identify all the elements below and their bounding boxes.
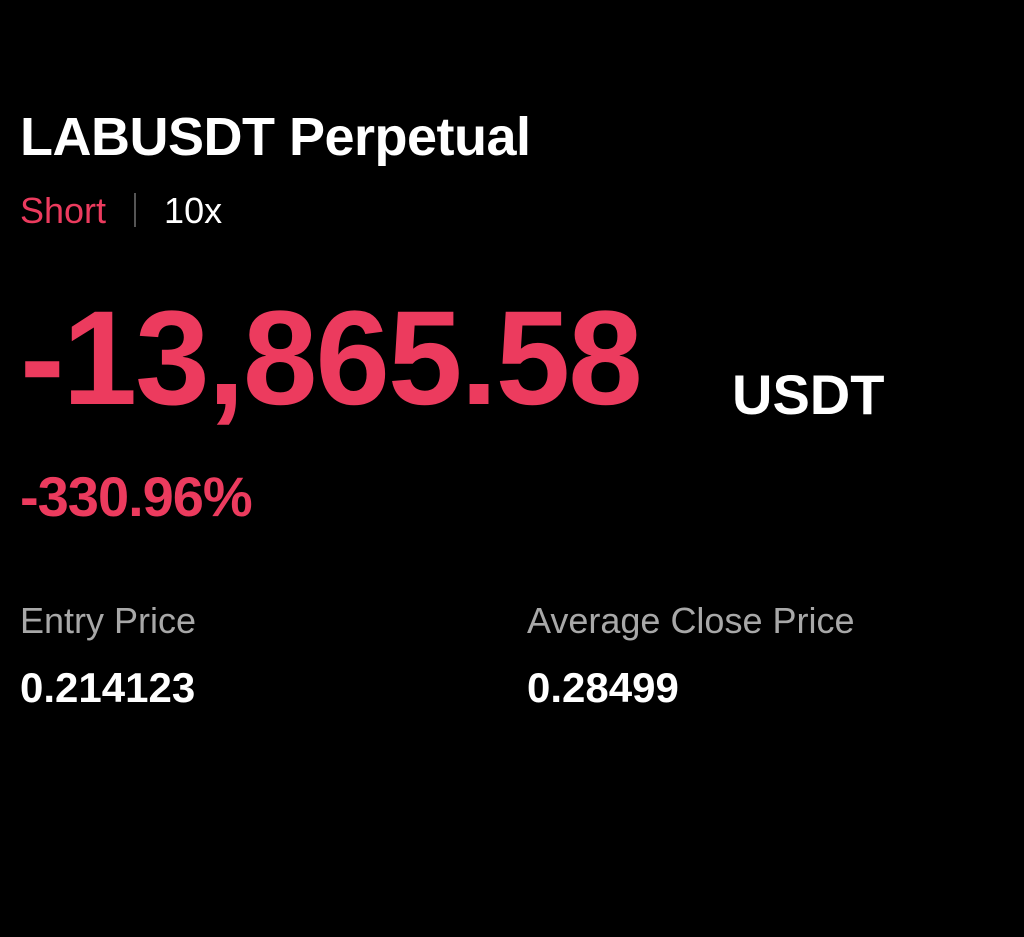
entry-price-label: Entry Price	[20, 600, 197, 641]
divider	[134, 193, 137, 227]
side-label: Short	[20, 190, 107, 231]
pnl-unit: USDT	[732, 363, 885, 426]
entry-price-value: 0.214123	[20, 664, 196, 711]
position-meta: Short 10x	[20, 190, 222, 232]
roi-value: -330.96%	[20, 465, 253, 528]
avg-close-price-value: 0.28499	[527, 664, 679, 711]
contract-title: LABUSDT Perpetual	[20, 107, 531, 167]
pnl-value: -13,865.58	[20, 284, 643, 433]
avg-close-price-label: Average Close Price	[527, 600, 855, 641]
leverage-label: 10x	[164, 190, 223, 231]
